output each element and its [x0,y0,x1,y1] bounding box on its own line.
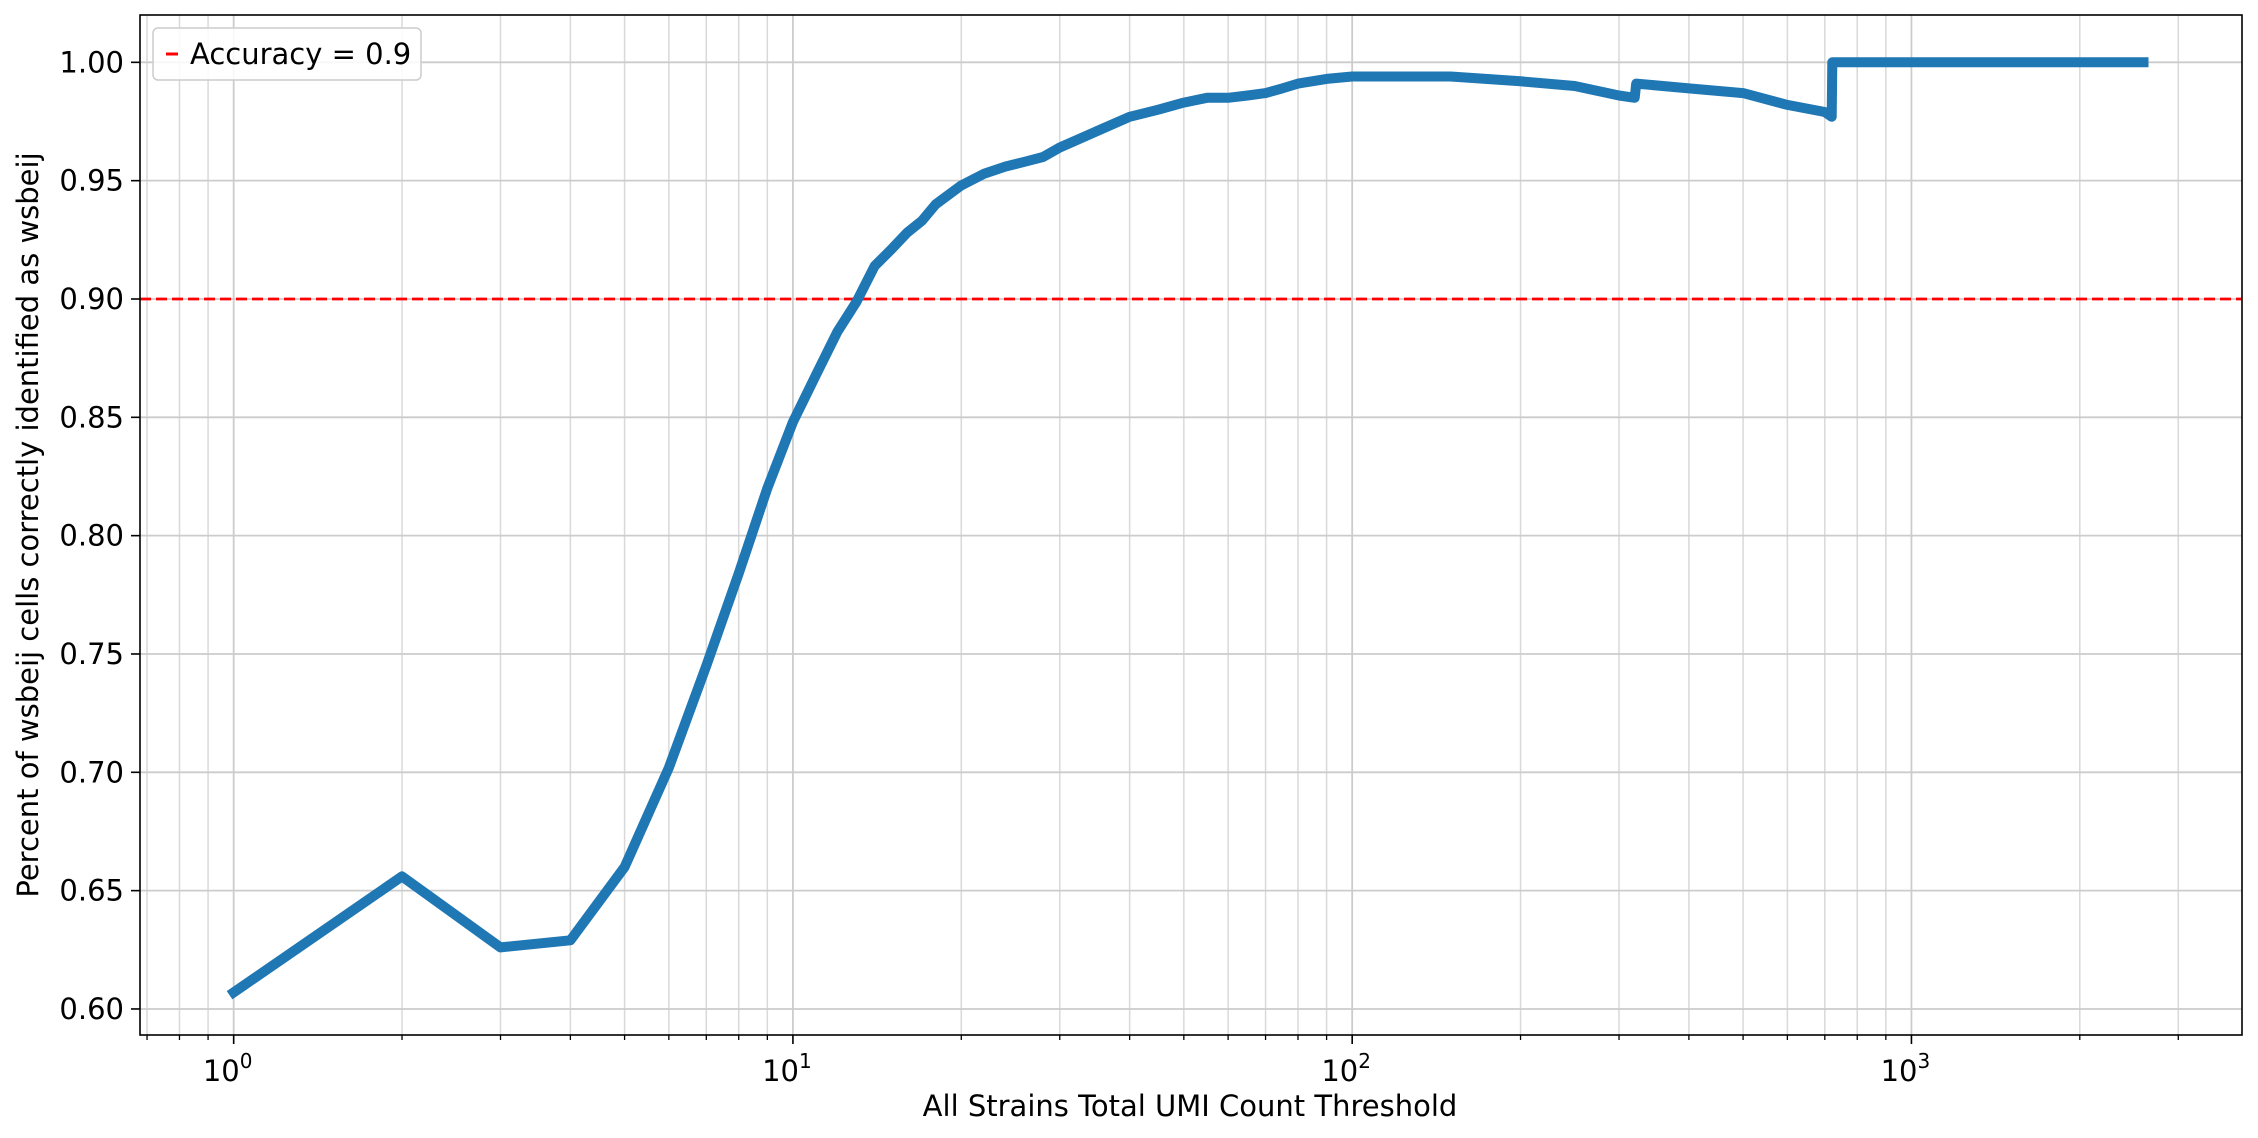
grid [140,15,2242,1035]
axis-ticks: 100 101 102 103 0.60 0.65 0.70 0.75 0.80 0.85 0.90… [59,45,2179,1088]
y-tick-label: 0.80 [59,519,124,553]
x-tick-label: 103 [1881,1049,1931,1088]
y-axis-label: Percent of wsbeij cells correctly identi… [11,152,45,897]
legend: Accuracy = 0.9 [152,27,422,81]
y-tick-label: 0.95 [59,164,124,198]
y-tick-label: 0.70 [59,755,124,789]
x-tick-label: 100 [203,1049,253,1088]
x-tick-label: 102 [1321,1049,1371,1088]
legend-box [152,27,422,81]
legend-label: Accuracy = 0.9 [190,37,411,71]
series-layer [226,57,2149,1000]
plot-frame [139,14,2243,1036]
y-tick-label: 0.65 [59,874,124,908]
y-tick-label: 0.85 [59,400,124,434]
x-axis-label: All Strains Total UMI Count Threshold [923,1089,1458,1123]
y-tick-label: 0.75 [59,637,124,671]
y-tick-label: 1.00 [59,45,124,79]
y-tick-label: 0.90 [59,282,124,316]
series-line [226,57,2149,1000]
y-tick-label: 0.60 [59,992,124,1026]
x-tick-label: 101 [762,1049,812,1088]
